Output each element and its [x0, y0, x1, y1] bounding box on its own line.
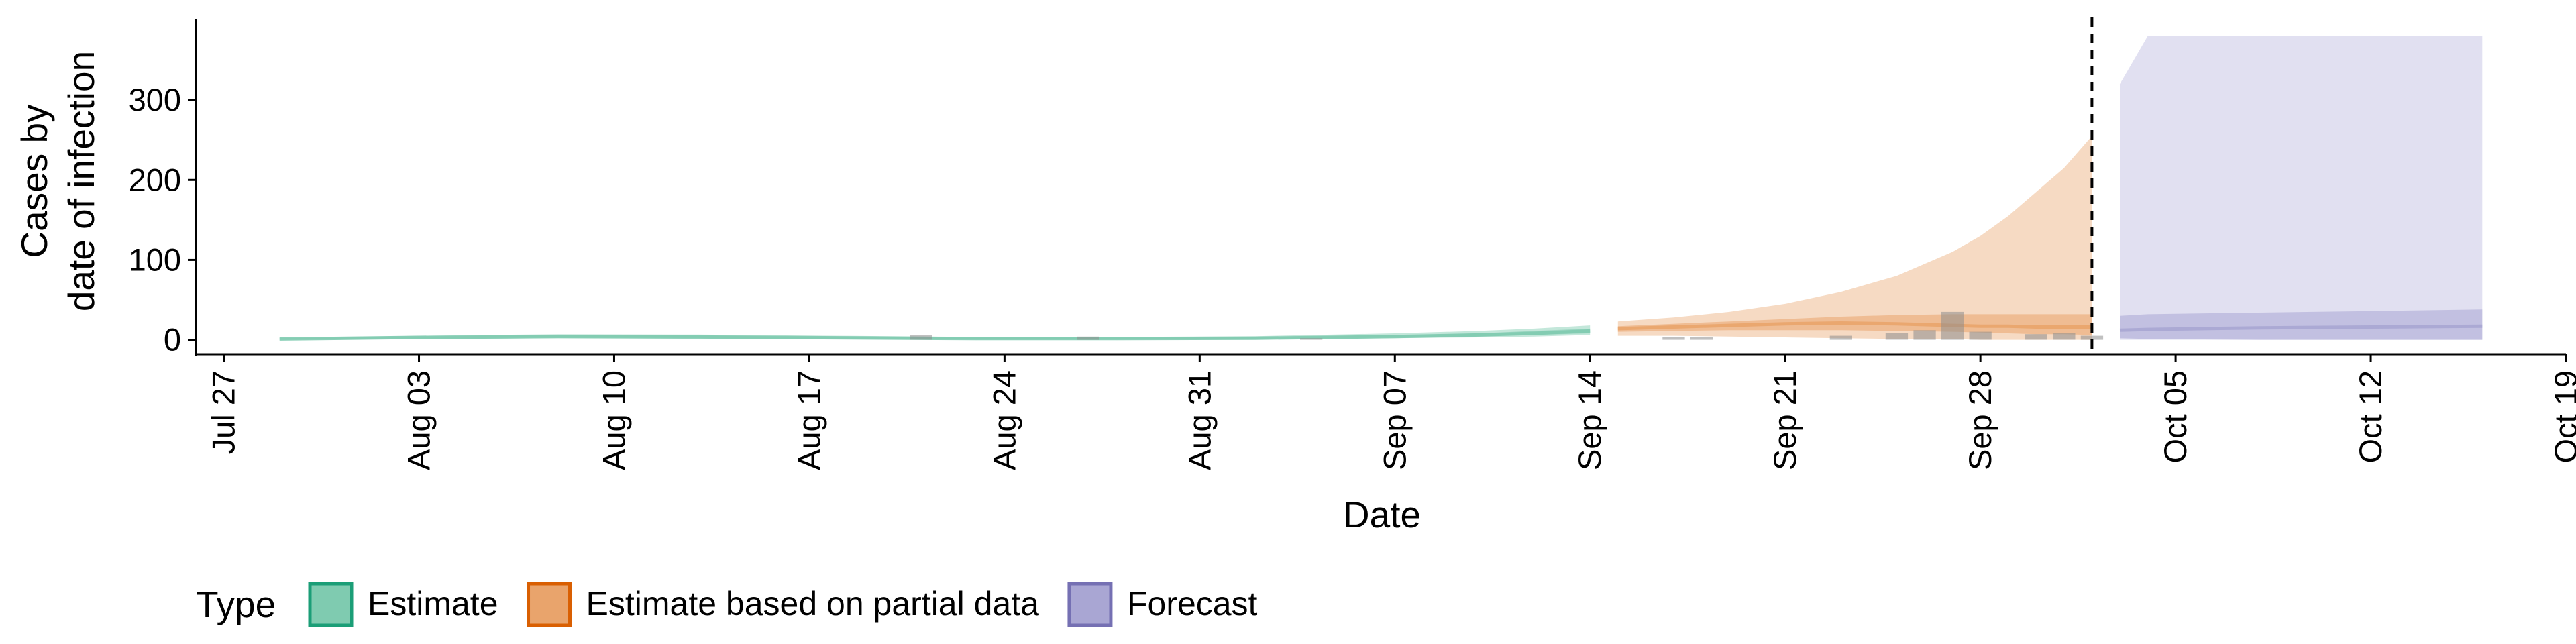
- x-tick-label: Oct 19: [2548, 370, 2576, 463]
- y-tick-label: 200: [129, 162, 181, 197]
- x-tick-label: Aug 24: [986, 370, 1022, 470]
- x-tick-label: Aug 31: [1181, 370, 1217, 470]
- observed-case-bar: [1885, 333, 1909, 340]
- plot-area: [279, 17, 2483, 354]
- observed-case-bar: [1969, 331, 1992, 340]
- axes: 0 100 200 300 Jul 27 Aug 03 Aug 10 Aug 17 Aug 24…: [129, 19, 2576, 470]
- forecast-ribbon-90: [2120, 36, 2483, 340]
- observed-case-bar: [2053, 333, 2076, 340]
- estimate-based-on-partial-data-median-line: [1617, 321, 2092, 331]
- observed-case-bar: [1077, 336, 1099, 340]
- x-tick-label: Oct 12: [2353, 370, 2388, 463]
- x-tick-label: Aug 17: [791, 370, 826, 470]
- y-axis-title: Cases by date of infection: [13, 51, 102, 311]
- observed-case-bar: [1690, 337, 1713, 340]
- y-tick-label: 100: [129, 241, 181, 277]
- observed-case-bar: [2080, 335, 2104, 340]
- y-axis-title-line-1: Cases by: [13, 104, 55, 258]
- observed-case-bar: [910, 335, 932, 340]
- legend: Type Estimate Estimate based on partial d…: [196, 582, 1258, 627]
- x-tick-label: Sep 14: [1572, 370, 1607, 470]
- x-axis-title: Date: [1343, 494, 1421, 535]
- y-tick-label: 300: [129, 82, 181, 117]
- x-tick-label: Oct 05: [2157, 370, 2193, 463]
- legend-label-estimate: Estimate: [368, 585, 498, 623]
- observed-case-bar: [1829, 335, 1852, 340]
- legend-title: Type: [196, 584, 276, 625]
- observed-case-bar: [1300, 338, 1323, 340]
- y-axis-title-line-2: date of infection: [60, 51, 102, 311]
- x-tick-label: Sep 28: [1962, 370, 1998, 470]
- observed-case-bar: [1662, 337, 1685, 340]
- estimate-median-line: [279, 329, 1591, 341]
- x-tick-label: Aug 03: [401, 370, 437, 470]
- x-tick-label: Sep 07: [1377, 370, 1412, 470]
- forecast-median-line: [2119, 324, 2483, 332]
- forecast-ribbon-50: [2120, 309, 2483, 340]
- legend-label-estimate-based-on-partial-data: Estimate based on partial data: [586, 585, 1040, 623]
- x-tick-label: Aug 10: [596, 370, 632, 470]
- x-tick-label: Jul 27: [206, 370, 241, 454]
- legend-key-estimate-based-on-partial-data: [527, 582, 572, 627]
- observed-case-bar: [1913, 330, 1936, 340]
- legend-key-estimate: [308, 582, 354, 627]
- x-tick-label: Sep 21: [1767, 370, 1803, 470]
- legend-label-forecast: Forecast: [1127, 585, 1258, 623]
- y-tick-label: 0: [164, 322, 181, 358]
- estimate-based-on-partial-data-ribbon-90: [1617, 136, 2092, 340]
- observed-case-bar: [2025, 334, 2047, 340]
- observed-case-bar: [1941, 311, 1964, 340]
- legend-key-forecast: [1067, 582, 1113, 627]
